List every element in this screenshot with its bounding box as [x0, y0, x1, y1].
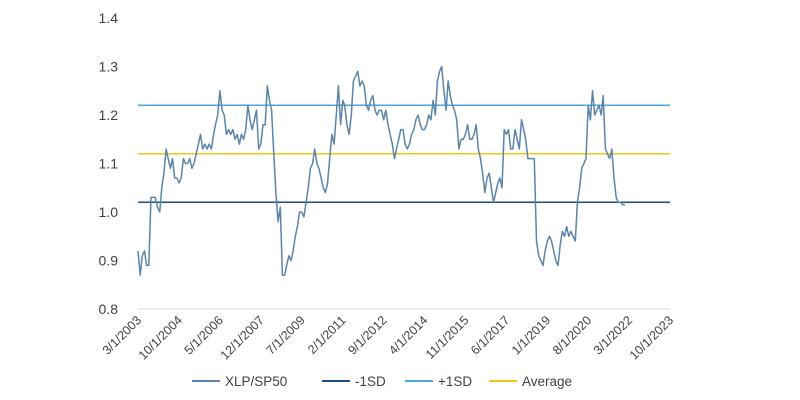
y-tick-label: 0.8 — [99, 301, 119, 317]
x-tick-label: 9/1/2012 — [345, 313, 389, 357]
x-tick-label: 2/1/2011 — [305, 313, 349, 357]
legend-label-1sd: +1SD — [438, 374, 472, 389]
series-line-xlp-sp50 — [137, 65, 625, 276]
legend-label-xlp-sp50: XLP/SP50 — [225, 374, 287, 389]
legend: XLP/SP50 -1SD +1SD Average — [192, 374, 572, 389]
y-tick-label: 1.0 — [99, 204, 119, 220]
x-tick-label: 10/1/2004 — [136, 313, 185, 362]
x-tick-label: 8/1/2020 — [550, 313, 594, 357]
x-tick-label: 6/1/2017 — [468, 313, 512, 357]
legend-label-1sd: -1SD — [355, 374, 386, 389]
x-tick-label: 1/1/2019 — [509, 313, 553, 357]
x-tick-label: 10/1/2023 — [627, 313, 676, 362]
y-tick-label: 1.2 — [99, 107, 119, 123]
y-axis: 0.8 0.9 1.0 1.1 1.2 1.3 1.4 — [99, 10, 119, 317]
y-tick-label: 1.3 — [99, 59, 119, 75]
x-axis: 3/1/200310/1/20045/1/200612/1/20077/1/20… — [100, 308, 676, 362]
x-tick-label: 12/1/2007 — [218, 313, 267, 362]
y-tick-label: 1.4 — [99, 10, 119, 26]
y-tick-label: 0.9 — [99, 253, 119, 269]
x-tick-label: 11/1/2015 — [423, 313, 472, 362]
y-tick-label: 1.1 — [99, 156, 119, 172]
reference-lines — [138, 104, 670, 204]
x-tick-label: 7/1/2009 — [263, 313, 307, 357]
legend-label-average: Average — [522, 374, 572, 389]
